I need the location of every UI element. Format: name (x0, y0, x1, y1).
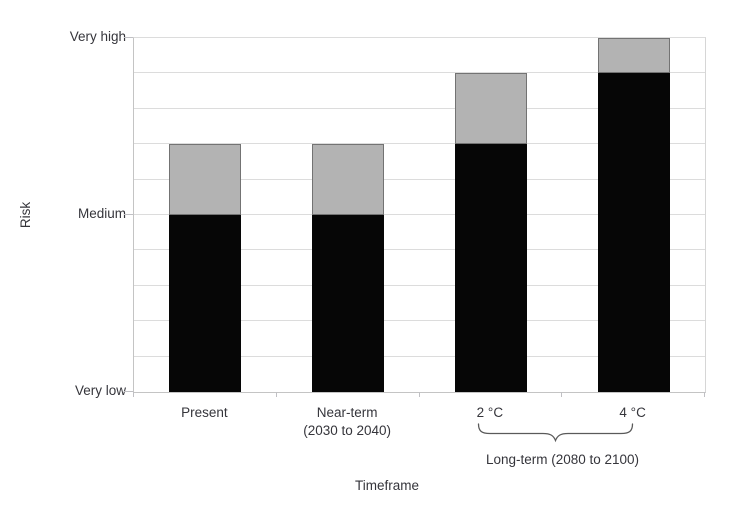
y-tick-mark (124, 214, 133, 215)
y-tick-label: Very high (69, 29, 126, 44)
x-tick-mark (418, 392, 420, 397)
long-term-brace (477, 423, 634, 443)
x-category-label: 4 °C (619, 405, 646, 420)
y-tick-label: Very low (74, 383, 126, 398)
gridline (134, 249, 705, 251)
bar-segment-grey (169, 144, 242, 215)
gridline (134, 284, 705, 286)
gridline (134, 72, 705, 74)
bar-segment-grey (312, 144, 385, 215)
gridline (134, 143, 705, 145)
y-tick-mark (124, 391, 133, 392)
x-tick-mark (133, 392, 134, 397)
x-tick-mark (561, 392, 563, 397)
gridline (134, 320, 705, 322)
gridline (134, 214, 705, 215)
gridline (134, 107, 705, 109)
gridline (134, 355, 705, 357)
x-category-label: Near-term (2030 to 2040) (303, 405, 392, 438)
long-term-group-label: Long-term (2080 to 2100) (485, 452, 640, 467)
bar-segment-black (454, 144, 527, 392)
brace-path (477, 423, 634, 443)
plot-area (133, 37, 706, 393)
bar-segment-grey (454, 73, 527, 145)
y-tick-label: Medium (77, 206, 126, 221)
y-tick-mark (124, 37, 133, 38)
x-category-label: Present (181, 405, 228, 420)
bar-segment-black (169, 215, 242, 392)
x-tick-mark (275, 392, 277, 397)
x-category-label: 2 °C (476, 405, 504, 420)
gridline (134, 178, 705, 180)
x-axis-title: Timeframe (354, 478, 419, 493)
x-tick-mark (704, 392, 705, 397)
bar-segment-black (312, 215, 385, 392)
bar-segment-grey (597, 38, 670, 74)
bar-segment-black (597, 73, 670, 392)
